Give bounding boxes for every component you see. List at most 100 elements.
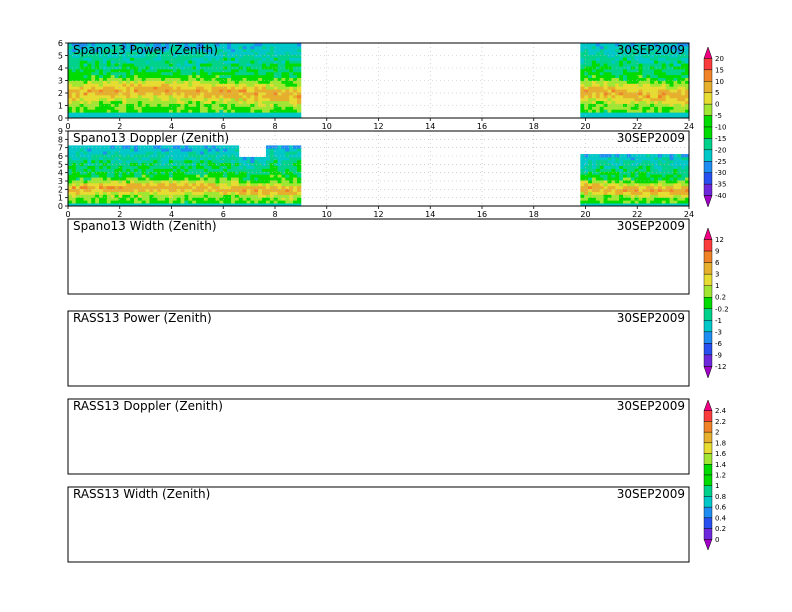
heatmap-cell	[110, 57, 115, 61]
heatmap-cell	[285, 151, 290, 155]
heatmap-cell	[673, 89, 678, 93]
heatmap-cell	[599, 77, 605, 81]
heatmap-cell	[87, 77, 92, 81]
heatmap-cell	[165, 100, 170, 104]
heatmap-cell	[661, 51, 667, 55]
heatmap-cell	[615, 203, 620, 207]
heatmap-cell	[126, 92, 131, 96]
heatmap-cell	[595, 100, 601, 104]
heatmap-cell	[145, 48, 150, 53]
heatmap-cell	[99, 60, 104, 64]
heatmap-cell	[203, 68, 209, 73]
heatmap-cell	[273, 159, 278, 164]
heatmap-cell	[99, 182, 104, 187]
heatmap-cell	[165, 180, 170, 184]
heatmap-cell	[623, 177, 628, 181]
heatmap-cell	[296, 43, 302, 47]
heatmap-cell	[157, 174, 162, 178]
heatmap-cell	[630, 97, 636, 102]
heatmap-cell	[215, 154, 220, 158]
heatmap-cell	[646, 71, 651, 76]
heatmap-cell	[669, 177, 674, 181]
heatmap-cell	[654, 94, 659, 99]
heatmap-cell	[87, 156, 92, 161]
heatmap-cell	[634, 60, 639, 64]
heatmap-cell	[68, 86, 73, 90]
heatmap-cell	[634, 200, 639, 204]
heatmap-cell	[137, 185, 143, 190]
heatmap-cell	[211, 80, 216, 84]
heatmap-cell	[293, 80, 298, 84]
heatmap-cell	[269, 203, 275, 207]
heatmap-cell	[603, 162, 608, 167]
colorbar-swatch	[703, 320, 713, 333]
heatmap-cell	[673, 162, 678, 167]
heatmap-cell	[184, 45, 189, 50]
heatmap-cell	[172, 80, 178, 84]
heatmap-cell	[199, 66, 205, 70]
heatmap-cell	[130, 83, 135, 87]
heatmap-cell	[118, 112, 123, 116]
heatmap-cell	[199, 162, 205, 167]
heatmap-cell	[611, 80, 616, 84]
heatmap-cell	[646, 97, 651, 102]
heatmap-cell	[254, 171, 259, 175]
heatmap-cell	[133, 165, 139, 169]
heatmap-cell	[611, 63, 616, 67]
heatmap-cell	[95, 174, 100, 178]
heatmap-cell	[619, 203, 624, 207]
heatmap-cell	[685, 92, 690, 96]
heatmap-cell	[231, 188, 236, 192]
heatmap-cell	[211, 168, 216, 172]
heatmap-cell	[293, 57, 298, 61]
heatmap-cell	[638, 188, 643, 192]
heatmap-cell	[91, 159, 96, 164]
heatmap-cell	[199, 71, 205, 76]
heatmap-cell	[161, 168, 166, 172]
heatmap-cell	[285, 43, 290, 47]
heatmap-cell	[227, 200, 232, 204]
heatmap-cell	[161, 94, 166, 99]
heatmap-cell	[168, 57, 174, 61]
heatmap-cell	[673, 194, 678, 198]
heatmap-cell	[638, 71, 643, 76]
heatmap-cell	[110, 106, 115, 110]
heatmap-cell	[118, 68, 123, 73]
heatmap-cell	[141, 103, 147, 107]
heatmap-cell	[591, 103, 597, 107]
heatmap-cell	[223, 194, 228, 198]
heatmap-cell	[153, 54, 158, 58]
heatmap-cell	[165, 66, 170, 70]
heatmap-cell	[188, 174, 193, 178]
heatmap-cell	[289, 60, 294, 64]
heatmap-cell	[161, 86, 166, 90]
heatmap-cell	[646, 197, 651, 201]
heatmap-cell	[599, 60, 605, 64]
heatmap-cell	[87, 97, 92, 102]
heatmap-cell	[110, 94, 115, 99]
heatmap-cell	[238, 63, 244, 67]
heatmap-cell	[211, 60, 216, 64]
heatmap-cell	[122, 51, 127, 55]
heatmap-cell	[192, 180, 197, 184]
heatmap-cell	[130, 71, 135, 76]
heatmap-cell	[634, 77, 639, 81]
heatmap-cell	[638, 51, 643, 55]
heatmap-cell	[285, 71, 290, 76]
heatmap-cell	[95, 162, 100, 167]
heatmap-cell	[669, 191, 674, 195]
heatmap-cell	[157, 60, 162, 64]
heatmap-cell	[265, 54, 271, 58]
heatmap-cell	[242, 60, 247, 64]
heatmap-cell	[211, 203, 216, 207]
heatmap-cell	[626, 77, 632, 81]
heatmap-cell	[223, 174, 228, 178]
heatmap-cell	[68, 74, 73, 79]
heatmap-cell	[615, 159, 620, 164]
heatmap-cell	[615, 180, 620, 184]
heatmap-cell	[626, 74, 632, 79]
heatmap-cell	[642, 180, 647, 184]
heatmap-cell	[588, 103, 593, 107]
heatmap-cell	[289, 159, 294, 164]
heatmap-cell	[79, 148, 84, 152]
